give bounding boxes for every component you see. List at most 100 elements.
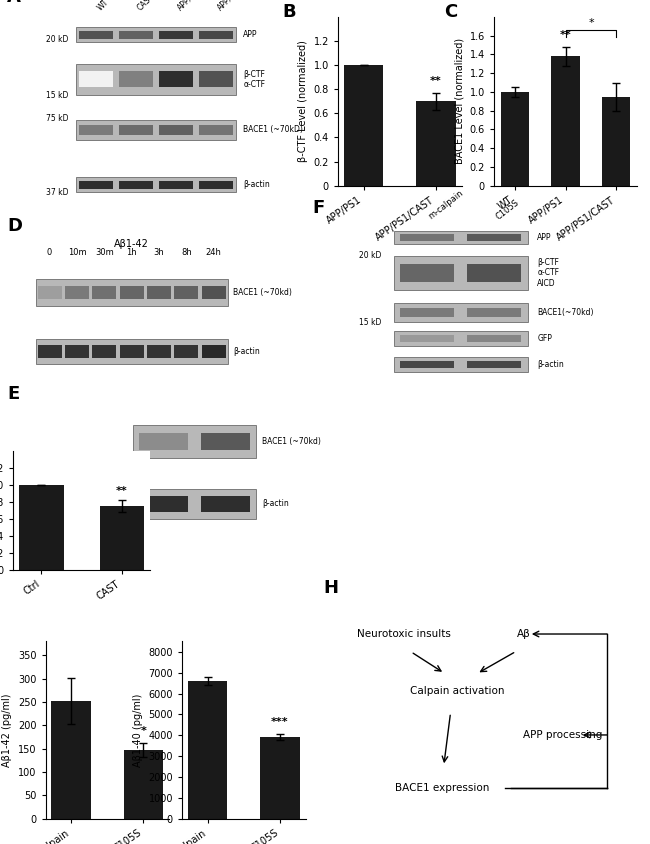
Bar (38, 345, 62, 358)
Bar (20, 485, 64, 570)
Bar (394, 303, 528, 322)
Bar (65, 286, 89, 299)
Bar (65, 345, 89, 358)
Text: BACE1 (~70kd): BACE1 (~70kd) (262, 437, 320, 446)
Y-axis label: β-CTF Level (normalized): β-CTF Level (normalized) (298, 41, 308, 162)
Bar (188, 681, 228, 819)
Bar (92, 345, 116, 358)
Text: BACE1(~70kd): BACE1(~70kd) (537, 308, 593, 317)
Bar (467, 234, 521, 241)
Text: B: B (282, 3, 296, 21)
Bar (119, 125, 153, 135)
Bar (119, 181, 153, 188)
Bar (139, 433, 188, 450)
Bar (119, 71, 153, 88)
Bar (51, 701, 91, 819)
Bar (200, 181, 233, 188)
Text: 20 kD: 20 kD (359, 251, 381, 260)
Bar (400, 308, 454, 317)
Text: APP: APP (537, 233, 552, 241)
Text: β-actin: β-actin (243, 180, 270, 189)
Text: 15 kD: 15 kD (46, 91, 69, 100)
Text: β-actin: β-actin (537, 360, 564, 369)
Text: BACE1 expression: BACE1 expression (395, 782, 490, 793)
Text: APP/PS1/CAST: APP/PS1/CAST (216, 0, 261, 13)
Bar (120, 345, 144, 358)
Bar (174, 286, 198, 299)
Text: 15 kD: 15 kD (359, 317, 381, 327)
Bar (400, 264, 454, 282)
Text: 10m: 10m (68, 248, 86, 257)
Bar (500, 92, 528, 186)
Text: 1h: 1h (126, 248, 137, 257)
Text: ***: *** (271, 717, 289, 728)
Text: **: ** (430, 76, 442, 86)
Text: E: E (7, 386, 20, 403)
Bar (79, 31, 112, 39)
Bar (394, 256, 528, 290)
Text: 24h: 24h (206, 248, 222, 257)
Text: D: D (7, 217, 22, 235)
Bar (76, 177, 236, 192)
Text: 20 kD: 20 kD (46, 35, 69, 45)
Text: A: A (7, 0, 21, 7)
Bar (79, 125, 112, 135)
Bar (200, 125, 233, 135)
Text: *: * (140, 726, 146, 736)
Bar (79, 181, 112, 188)
Text: F: F (313, 199, 325, 218)
Bar (400, 360, 454, 368)
Bar (416, 101, 456, 186)
Bar (79, 71, 112, 88)
Bar (99, 506, 144, 570)
Bar (159, 31, 193, 39)
Y-axis label: BACE1 Level (normalized): BACE1 Level (normalized) (454, 38, 464, 165)
Bar (147, 345, 171, 358)
Text: H: H (323, 579, 338, 597)
Text: 75 kD: 75 kD (46, 114, 69, 123)
Text: 30m: 30m (95, 248, 114, 257)
Text: C: C (444, 3, 457, 21)
Bar (76, 27, 236, 42)
Y-axis label: Aβ1-42 (pg/ml): Aβ1-42 (pg/ml) (3, 693, 12, 767)
Bar (201, 433, 250, 450)
Bar (603, 96, 630, 186)
Text: APP processing: APP processing (523, 730, 602, 740)
Text: **: ** (560, 30, 571, 41)
Text: m-calpain: m-calpain (427, 189, 465, 221)
Bar (394, 231, 528, 244)
Text: Neurotoxic insults: Neurotoxic insults (357, 629, 450, 639)
Bar (394, 357, 528, 371)
Text: β-actin: β-actin (262, 500, 289, 508)
Bar (133, 489, 256, 519)
Bar (38, 286, 62, 299)
Text: GFP: GFP (537, 334, 552, 343)
Text: 0: 0 (47, 248, 52, 257)
Bar (139, 496, 188, 511)
Text: WT: WT (96, 0, 111, 13)
Bar (92, 286, 116, 299)
Text: APP/PS1: APP/PS1 (176, 0, 205, 13)
Text: β-actin: β-actin (233, 347, 260, 356)
Bar (147, 286, 171, 299)
Bar (159, 181, 193, 188)
Text: Calpain activation: Calpain activation (410, 686, 505, 696)
Text: 37 kD: 37 kD (46, 188, 69, 197)
Bar (400, 335, 454, 342)
Text: BACE1 (~70kd): BACE1 (~70kd) (233, 288, 292, 297)
Text: CAST: CAST (136, 0, 157, 13)
Text: 8h: 8h (181, 248, 192, 257)
Bar (467, 264, 521, 282)
Bar (394, 331, 528, 346)
Text: *: * (588, 19, 594, 29)
Bar (260, 738, 300, 819)
Text: β-CTF
α-CTF
AICD: β-CTF α-CTF AICD (537, 258, 559, 288)
Bar (119, 31, 153, 39)
Bar (133, 425, 256, 457)
Bar (202, 345, 226, 358)
Bar (400, 234, 454, 241)
Y-axis label: Aβ1-40 (pg/ml): Aβ1-40 (pg/ml) (133, 694, 143, 766)
Bar (36, 339, 228, 364)
Bar (76, 120, 236, 140)
Bar (159, 71, 193, 88)
